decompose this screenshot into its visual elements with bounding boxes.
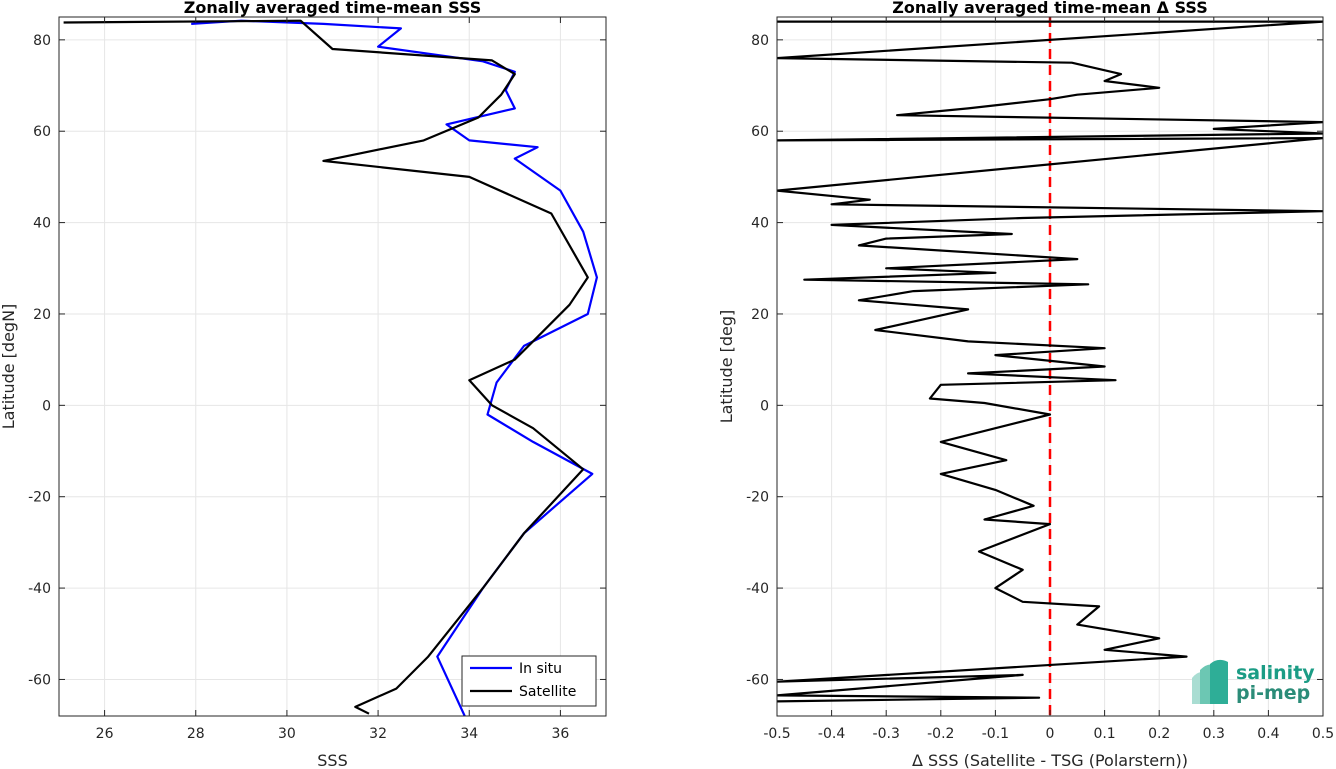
x-tick-label-5: 36 xyxy=(552,726,570,742)
x-tick-label-5: 0 xyxy=(1046,726,1055,742)
y-tick-label-7: 80 xyxy=(751,33,769,49)
y-tick-label-1: -40 xyxy=(746,581,769,597)
y-tick-label-5: 40 xyxy=(33,216,51,232)
right-panel-delta-sss: -0.5 -0.4 -0.3 -0.2 -0.1 0 0.1 0.2 0.3 0.4 0.5 -60 -… xyxy=(717,0,1334,769)
y-tick-label-7: 80 xyxy=(33,33,51,49)
y-tick-label-5: 40 xyxy=(751,216,769,232)
y-tick-label-2: -20 xyxy=(746,490,769,506)
x-tick-label-8: 0.3 xyxy=(1203,726,1225,742)
logo-text-salinity: salinity xyxy=(1236,662,1315,684)
axes-frame xyxy=(58,16,607,717)
y-tick-label-2: -20 xyxy=(28,490,51,506)
y-tick-label-3: 0 xyxy=(42,398,51,414)
x-tick-label-1: -0.4 xyxy=(818,726,845,742)
y-tick-label-4: 20 xyxy=(33,307,51,323)
x-axis-label: Δ SSS (Satellite - TSG (Polarstern)) xyxy=(912,751,1188,769)
x-tick-label-9: 0.4 xyxy=(1257,726,1279,742)
series-line-delta xyxy=(777,20,1323,703)
x-tick-label-2: -0.3 xyxy=(873,726,900,742)
x-axis-label: SSS xyxy=(317,751,347,769)
logo-text-pi-mep: pi-mep xyxy=(1236,682,1310,704)
legend-box xyxy=(461,655,597,707)
chart-title: Zonally averaged time-mean SSS xyxy=(184,0,482,17)
x-tick-label-3: 32 xyxy=(369,726,387,742)
x-tick-label-4: 34 xyxy=(460,726,478,742)
series-line-satellite xyxy=(63,19,589,715)
y-tick-label-6: 60 xyxy=(33,124,51,140)
plot-area xyxy=(59,17,606,716)
y-tick-label-0: -60 xyxy=(746,672,769,688)
y-tick-label-3: 0 xyxy=(760,398,769,414)
left-panel-sss: 26 28 30 32 34 36 -60 -40 -20 0 20 40 60 80 Zonally av… xyxy=(0,0,607,769)
y-tick-label-0: -60 xyxy=(28,672,51,688)
chart-title: Zonally averaged time-mean Δ SSS xyxy=(892,0,1208,17)
legend-entry-1: Satellite xyxy=(519,684,576,700)
y-tick-label-4: 20 xyxy=(751,307,769,323)
y-axis-label: Latitude [deg] xyxy=(717,310,736,424)
x-tick-label-3: -0.2 xyxy=(927,726,954,742)
x-tick-label-0: 26 xyxy=(96,726,114,742)
x-tick-label-10: 0.5 xyxy=(1312,726,1334,742)
y-axis-label: Latitude [degN] xyxy=(0,304,18,430)
x-tick-label-7: 0.2 xyxy=(1148,726,1170,742)
x-tick-label-0: -0.5 xyxy=(763,726,790,742)
x-tick-label-4: -0.1 xyxy=(982,726,1009,742)
y-tick-label-6: 60 xyxy=(751,124,769,140)
salinity-pi-mep-logo: salinity pi-mep xyxy=(1192,659,1315,704)
x-tick-label-6: 0.1 xyxy=(1093,726,1115,742)
x-tick-label-2: 30 xyxy=(278,726,296,742)
y-tick-label-1: -40 xyxy=(28,581,51,597)
x-tick-label-1: 28 xyxy=(187,726,205,742)
logo-wave-icon xyxy=(1192,659,1228,704)
legend-entry-0: In situ xyxy=(519,661,562,677)
